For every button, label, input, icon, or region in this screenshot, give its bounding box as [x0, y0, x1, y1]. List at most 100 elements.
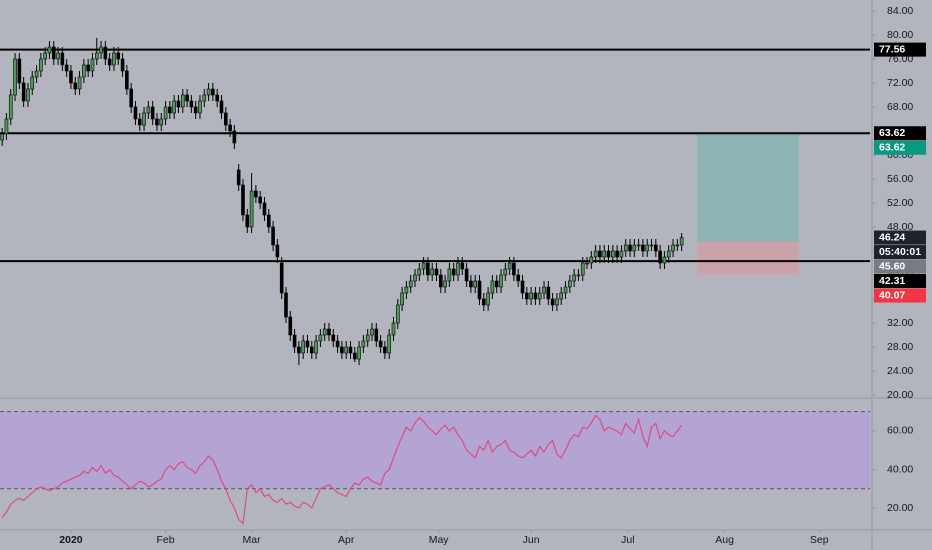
candle-body [202, 94, 207, 102]
x-tick-label: Jun [523, 534, 540, 546]
candle-body [370, 328, 374, 336]
candle-body [232, 130, 237, 144]
candle-body [490, 280, 495, 294]
candle-body [86, 64, 90, 72]
candle-body [211, 88, 215, 96]
candle-body [112, 52, 116, 66]
candle-body [266, 214, 271, 228]
candle-body [365, 334, 370, 342]
price-label-box [874, 245, 926, 260]
candle-body [464, 268, 469, 282]
price-label: 77.56 [879, 43, 905, 55]
candle-body [374, 328, 379, 342]
candle-body [47, 46, 52, 54]
candle-body [331, 334, 336, 342]
candle-body [318, 334, 323, 342]
candle-body [383, 346, 387, 354]
candle-body [271, 226, 275, 246]
candle-body [94, 52, 99, 60]
candle-body [482, 298, 486, 306]
y-tick-label: 84.00 [887, 5, 913, 17]
candle-body [215, 94, 219, 102]
candle-body [434, 268, 439, 276]
candle-body [206, 88, 211, 96]
candle-body [82, 64, 86, 78]
x-tick-label: Mar [243, 534, 262, 546]
candle-body [180, 94, 185, 108]
y-tick-label: 20.00 [887, 389, 913, 401]
candle-body [64, 64, 69, 72]
candle-body [666, 250, 671, 258]
candle-body [335, 340, 340, 348]
candle-body [146, 106, 151, 114]
candle-body [421, 262, 426, 270]
candle-body [507, 262, 512, 270]
candle-body [542, 286, 546, 294]
price-label: 63.62 [879, 142, 905, 154]
candle-body [228, 124, 232, 132]
candle-body [628, 244, 632, 252]
candle-body [322, 328, 327, 336]
candle-body [193, 106, 198, 114]
candle-body [142, 112, 146, 126]
y-tick-label: 32.00 [887, 317, 913, 329]
candle-body [654, 244, 658, 252]
candle-body [236, 169, 241, 186]
candle-body [400, 292, 404, 306]
candle-body [125, 70, 129, 90]
candle-body [327, 328, 331, 336]
candle-body [593, 250, 598, 258]
candle-body [361, 340, 366, 348]
candle-body [198, 100, 202, 114]
candle-body [537, 292, 542, 300]
candle-body [241, 184, 245, 216]
candle-body [679, 237, 684, 246]
rsi-tick-label: 40.00 [887, 463, 913, 475]
candle-body [159, 118, 164, 126]
candle-body [649, 244, 654, 247]
candle-body [301, 340, 305, 354]
candle-body [645, 244, 650, 252]
candle-body [357, 346, 361, 360]
candle-body [90, 58, 95, 72]
candle-body [512, 262, 516, 276]
x-tick-label: Jul [621, 534, 634, 546]
price-label: 42.31 [879, 275, 905, 287]
candle-body [619, 250, 624, 258]
candle-body [288, 316, 293, 336]
candle-body [533, 292, 538, 300]
candle-body [0, 133, 4, 141]
candle-body [473, 280, 478, 288]
x-tick-label: May [429, 534, 450, 546]
candle-body [116, 52, 121, 60]
candle-body [172, 100, 176, 114]
candle-body [77, 76, 82, 90]
candle-body [615, 250, 619, 258]
candle-body [297, 346, 301, 354]
price-label-box [874, 288, 926, 303]
candle-body [103, 46, 108, 60]
candle-body [60, 52, 65, 66]
candle-body [8, 94, 13, 120]
candle-body [662, 256, 667, 264]
y-tick-label: 68.00 [887, 101, 913, 113]
candle-body [43, 52, 47, 60]
candle-body [258, 196, 262, 204]
candle-body [168, 106, 172, 114]
candle-body [426, 262, 430, 276]
candle-body [460, 262, 465, 270]
candle-body [69, 70, 73, 84]
candle-body [469, 280, 473, 288]
candle-body [279, 262, 284, 294]
candle-body [107, 58, 112, 66]
candle-body [133, 106, 138, 120]
candle-body [408, 280, 413, 288]
candle-body [451, 268, 456, 276]
candle-body [254, 190, 258, 198]
candle-body [73, 82, 78, 90]
candle-body [589, 256, 594, 264]
rsi-line [1, 414, 683, 525]
candle-body [580, 262, 585, 276]
candle-body [606, 250, 611, 258]
